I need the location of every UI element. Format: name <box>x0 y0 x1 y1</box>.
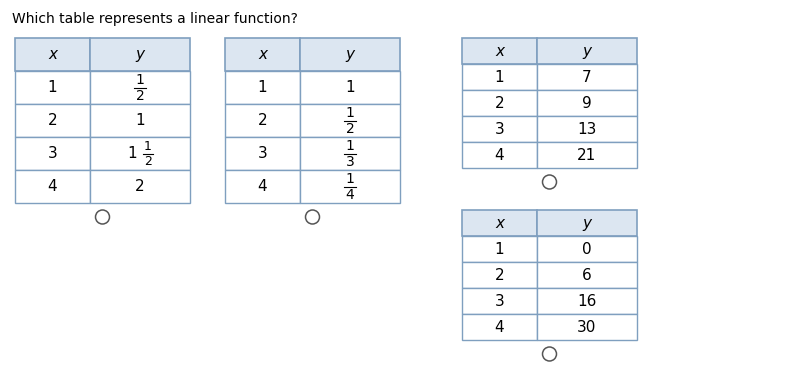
Bar <box>462 314 537 340</box>
Text: 9: 9 <box>582 96 592 110</box>
Text: y: y <box>135 47 145 62</box>
Bar <box>300 170 400 203</box>
Text: 1: 1 <box>144 140 152 152</box>
Bar <box>90 170 190 203</box>
Bar <box>15 170 90 203</box>
Text: 1: 1 <box>135 113 145 128</box>
Bar <box>15 38 90 71</box>
Bar <box>537 210 637 236</box>
Text: 2: 2 <box>136 89 145 102</box>
Bar <box>537 116 637 142</box>
Bar <box>225 38 300 71</box>
Text: 2: 2 <box>135 179 145 194</box>
Text: 7: 7 <box>582 70 592 84</box>
Text: 3: 3 <box>346 154 354 168</box>
Bar <box>90 137 190 170</box>
Text: 2: 2 <box>346 121 354 135</box>
Bar <box>537 314 637 340</box>
Text: 2: 2 <box>48 113 57 128</box>
Text: x: x <box>495 44 504 58</box>
Bar <box>225 170 300 203</box>
Text: 3: 3 <box>494 121 505 137</box>
Text: 3: 3 <box>48 146 57 161</box>
Text: 6: 6 <box>582 268 592 282</box>
Bar <box>462 236 537 262</box>
Bar <box>15 71 90 104</box>
Text: 2: 2 <box>144 154 152 168</box>
Bar <box>462 90 537 116</box>
Bar <box>462 210 537 236</box>
Bar <box>225 104 300 137</box>
Bar <box>462 64 537 90</box>
Bar <box>537 262 637 288</box>
Text: 1: 1 <box>346 172 354 186</box>
Text: 1: 1 <box>127 146 137 161</box>
Text: Which table represents a linear function?: Which table represents a linear function… <box>12 12 298 26</box>
Bar <box>15 137 90 170</box>
Text: 16: 16 <box>577 293 597 308</box>
Bar <box>300 104 400 137</box>
Bar <box>462 142 537 168</box>
Bar <box>225 71 300 104</box>
Text: x: x <box>48 47 57 62</box>
Text: 13: 13 <box>577 121 597 137</box>
Bar <box>225 137 300 170</box>
Text: 21: 21 <box>578 147 597 163</box>
Bar <box>300 71 400 104</box>
Bar <box>15 104 90 137</box>
Bar <box>462 262 537 288</box>
Text: x: x <box>495 216 504 231</box>
Bar <box>462 38 537 64</box>
Text: y: y <box>582 216 592 231</box>
Text: 2: 2 <box>494 96 505 110</box>
Bar <box>462 116 537 142</box>
Bar <box>537 90 637 116</box>
Text: 1: 1 <box>345 80 354 95</box>
Bar <box>537 38 637 64</box>
Bar <box>462 288 537 314</box>
Text: 4: 4 <box>258 179 267 194</box>
Text: 1: 1 <box>258 80 267 95</box>
Text: 3: 3 <box>494 293 505 308</box>
Bar <box>90 104 190 137</box>
Bar <box>300 38 400 71</box>
Bar <box>537 288 637 314</box>
Text: 3: 3 <box>258 146 267 161</box>
Text: 1: 1 <box>135 72 145 86</box>
Text: y: y <box>582 44 592 58</box>
Text: 30: 30 <box>577 319 597 335</box>
Text: 2: 2 <box>258 113 267 128</box>
Text: 1: 1 <box>346 138 354 152</box>
Text: y: y <box>346 47 354 62</box>
Bar <box>537 236 637 262</box>
Text: 4: 4 <box>48 179 57 194</box>
Bar <box>300 137 400 170</box>
Text: 1: 1 <box>494 242 505 256</box>
Bar <box>537 64 637 90</box>
Text: x: x <box>258 47 267 62</box>
Text: 4: 4 <box>494 319 505 335</box>
Bar <box>537 142 637 168</box>
Text: 4: 4 <box>494 147 505 163</box>
Text: 1: 1 <box>48 80 57 95</box>
Text: 0: 0 <box>582 242 592 256</box>
Text: 1: 1 <box>346 105 354 119</box>
Text: 1: 1 <box>494 70 505 84</box>
Text: 4: 4 <box>346 187 354 202</box>
Bar <box>90 38 190 71</box>
Text: 2: 2 <box>494 268 505 282</box>
Bar <box>90 71 190 104</box>
